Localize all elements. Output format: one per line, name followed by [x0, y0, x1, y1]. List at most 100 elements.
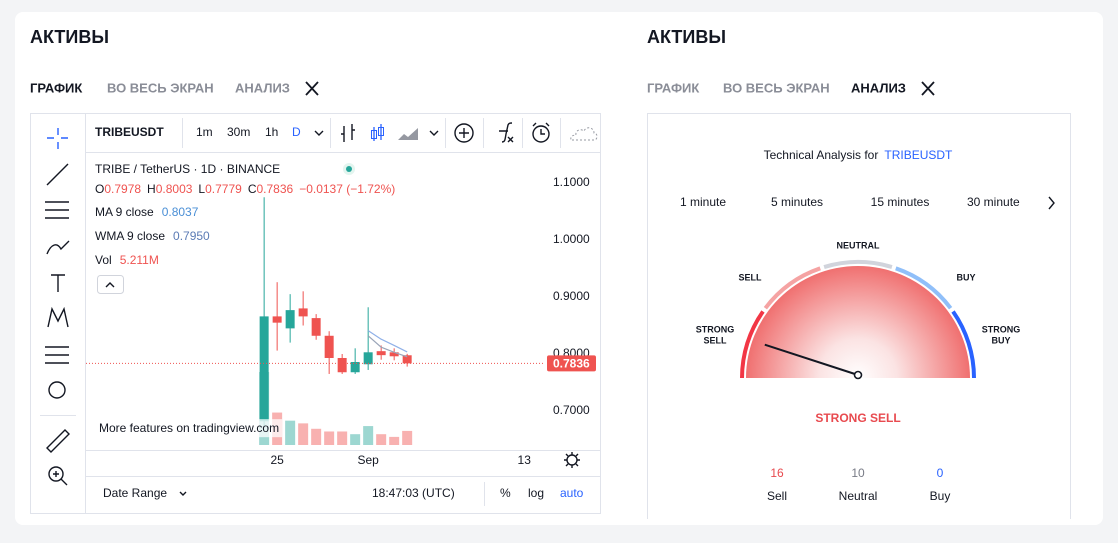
zoom-icon[interactable]	[48, 466, 64, 482]
zoom-icon[interactable]	[53, 471, 68, 486]
ohlc-label: O	[95, 182, 104, 196]
prediction-icon[interactable]	[45, 346, 69, 364]
compare-icon[interactable]	[459, 128, 469, 138]
volume-bar	[376, 434, 387, 445]
y-tick-label: 0.7000	[553, 403, 590, 417]
candle-body	[337, 358, 347, 373]
indicator: Vol 5.211M	[95, 253, 159, 267]
indicator-name: Vol	[95, 253, 112, 267]
fib-icon[interactable]	[45, 201, 69, 219]
indicator: WMA 9 close 0.7950	[95, 229, 210, 243]
y-tick-label: 0.9000	[553, 289, 590, 303]
interval-tab[interactable]: 30 minute	[967, 195, 1020, 209]
watermark[interactable]: More features on tradingview.com	[99, 421, 279, 435]
gauge-label: NEUTRAL	[837, 240, 880, 250]
scale-button[interactable]: auto	[560, 486, 584, 500]
pattern-icon[interactable]	[47, 306, 69, 328]
chevron[interactable]	[314, 130, 324, 136]
candle-body	[259, 316, 269, 422]
candle-body	[363, 352, 373, 365]
tab[interactable]: АНАЛИЗ	[235, 80, 290, 95]
volume-bar	[402, 430, 413, 445]
candle-body	[272, 316, 282, 323]
watermark-backdrop	[96, 419, 283, 438]
gauge-label: SELL	[738, 272, 762, 282]
collapse-button[interactable]	[97, 275, 124, 294]
crosshair-icon[interactable]	[47, 128, 68, 149]
count: 10	[851, 466, 865, 480]
volume-bar	[350, 434, 361, 445]
brush-icon[interactable]	[46, 240, 70, 255]
compare-icon[interactable]	[454, 123, 474, 143]
count-label: Sell	[767, 489, 787, 503]
candles-icon[interactable]	[378, 127, 384, 136]
ohlc-label: L	[198, 182, 205, 196]
gauge-label: BUY	[991, 335, 1010, 345]
gauge	[740, 260, 976, 380]
area-icon[interactable]	[398, 128, 418, 140]
volume-bar	[389, 436, 400, 445]
text-icon[interactable]	[51, 274, 65, 292]
heading: АКТИВЫ	[647, 27, 726, 47]
candle-body	[285, 310, 295, 329]
title-symbol[interactable]: TRIBEUSDT	[884, 148, 953, 162]
ohlc-change: −0.0137 (−1.72%)	[299, 182, 395, 196]
ohlc-value: 0.7978	[104, 182, 141, 196]
last-price-box	[547, 355, 596, 372]
settings-icon[interactable]	[564, 452, 580, 468]
drawing-toolbar	[45, 128, 70, 486]
last-price-label: 0.7836	[553, 357, 590, 371]
chevron[interactable]	[429, 130, 439, 136]
interval-tab[interactable]: 15 minutes	[871, 195, 930, 209]
gauge-needle	[764, 343, 859, 376]
chevron[interactable]	[179, 491, 187, 496]
alert-icon[interactable]	[532, 122, 550, 135]
clock: 18:47:03 (UTC)	[372, 486, 455, 500]
gauge-pivot	[853, 370, 863, 380]
cloud-icon[interactable]	[570, 127, 598, 141]
gauge-segment	[951, 310, 976, 379]
indicators-icon[interactable]	[499, 122, 514, 143]
gauge-label: STRONG	[696, 324, 735, 334]
scale-button[interactable]: %	[500, 486, 511, 500]
interval-tab[interactable]: 1 minute	[680, 195, 726, 209]
interval[interactable]: 30m	[227, 125, 250, 139]
tab[interactable]: ГРАФИК	[647, 80, 699, 95]
ma-line	[367, 335, 408, 358]
close-icon[interactable]	[921, 81, 935, 96]
mask	[648, 513, 1070, 519]
tab[interactable]: ВО ВЕСЬ ЭКРАН	[107, 80, 214, 95]
interval[interactable]: 1m	[196, 125, 213, 139]
count-label: Neutral	[839, 489, 878, 503]
candles-icon[interactable]	[371, 130, 377, 139]
date-range[interactable]: Date Range	[103, 486, 167, 500]
volume-bar	[337, 431, 348, 445]
line-icon[interactable]	[46, 163, 69, 186]
emoji-icon[interactable]	[48, 381, 66, 399]
interval-tab[interactable]: 5 minutes	[771, 195, 823, 209]
candle-body	[311, 318, 321, 336]
interval[interactable]: D	[292, 125, 301, 139]
next-arrow[interactable]	[1048, 196, 1055, 210]
alert-icon[interactable]	[532, 125, 550, 143]
tab[interactable]: ГРАФИК	[30, 80, 82, 95]
bars-icon[interactable]	[341, 124, 355, 142]
scale-button[interactable]: log	[528, 486, 544, 500]
interval[interactable]: 1h	[265, 125, 278, 139]
chevron[interactable]	[105, 282, 115, 288]
count: 0	[937, 466, 944, 480]
candle-body	[324, 335, 334, 359]
tab[interactable]: АНАЛИЗ	[851, 80, 906, 95]
gauge-segment	[763, 266, 821, 310]
count-label: Buy	[930, 489, 951, 503]
symbol[interactable]: TRIBEUSDT	[95, 125, 164, 139]
close-icon[interactable]	[305, 81, 319, 96]
tab[interactable]: ВО ВЕСЬ ЭКРАН	[723, 80, 830, 95]
gauge-label: BUY	[956, 272, 975, 282]
indicator-name: MA 9 close	[95, 205, 154, 219]
gauge-fill	[746, 266, 970, 378]
indicator: MA 9 close 0.8037	[95, 205, 199, 219]
ohlc-value: 0.7779	[205, 182, 242, 196]
volume-bar	[285, 420, 296, 445]
ruler-icon[interactable]	[46, 429, 70, 453]
